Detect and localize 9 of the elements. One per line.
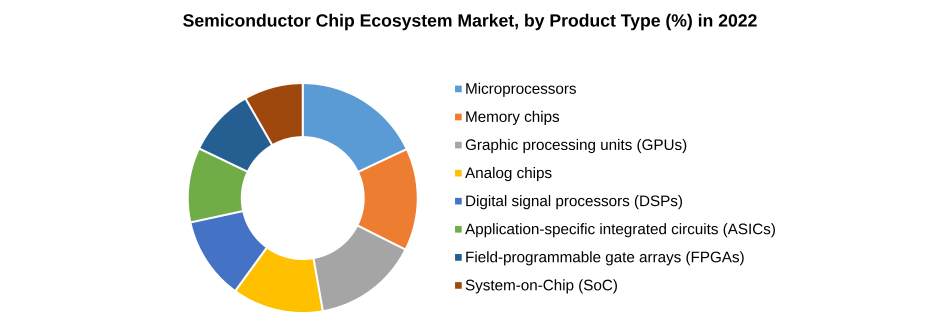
legend-label: System-on-Chip (SoC) <box>466 279 617 294</box>
legend-label: Graphic processing units (GPUs) <box>466 138 686 154</box>
legend-label: Analog chips <box>465 166 552 182</box>
legend-label: Field-programmable gate arrays (FPGAs) <box>466 251 744 266</box>
legend-label: Memory chips <box>466 110 560 125</box>
legend-label: Microprocessors <box>466 82 576 97</box>
chart-title: Semiconductor Chip Ecosystem Market, by Product Type (%) in 2022 <box>183 14 757 30</box>
legend-label: Application-specific integrated circuits (ASICs) <box>465 223 775 238</box>
legend-label: Digital signal processors (DSPs) <box>466 195 682 210</box>
